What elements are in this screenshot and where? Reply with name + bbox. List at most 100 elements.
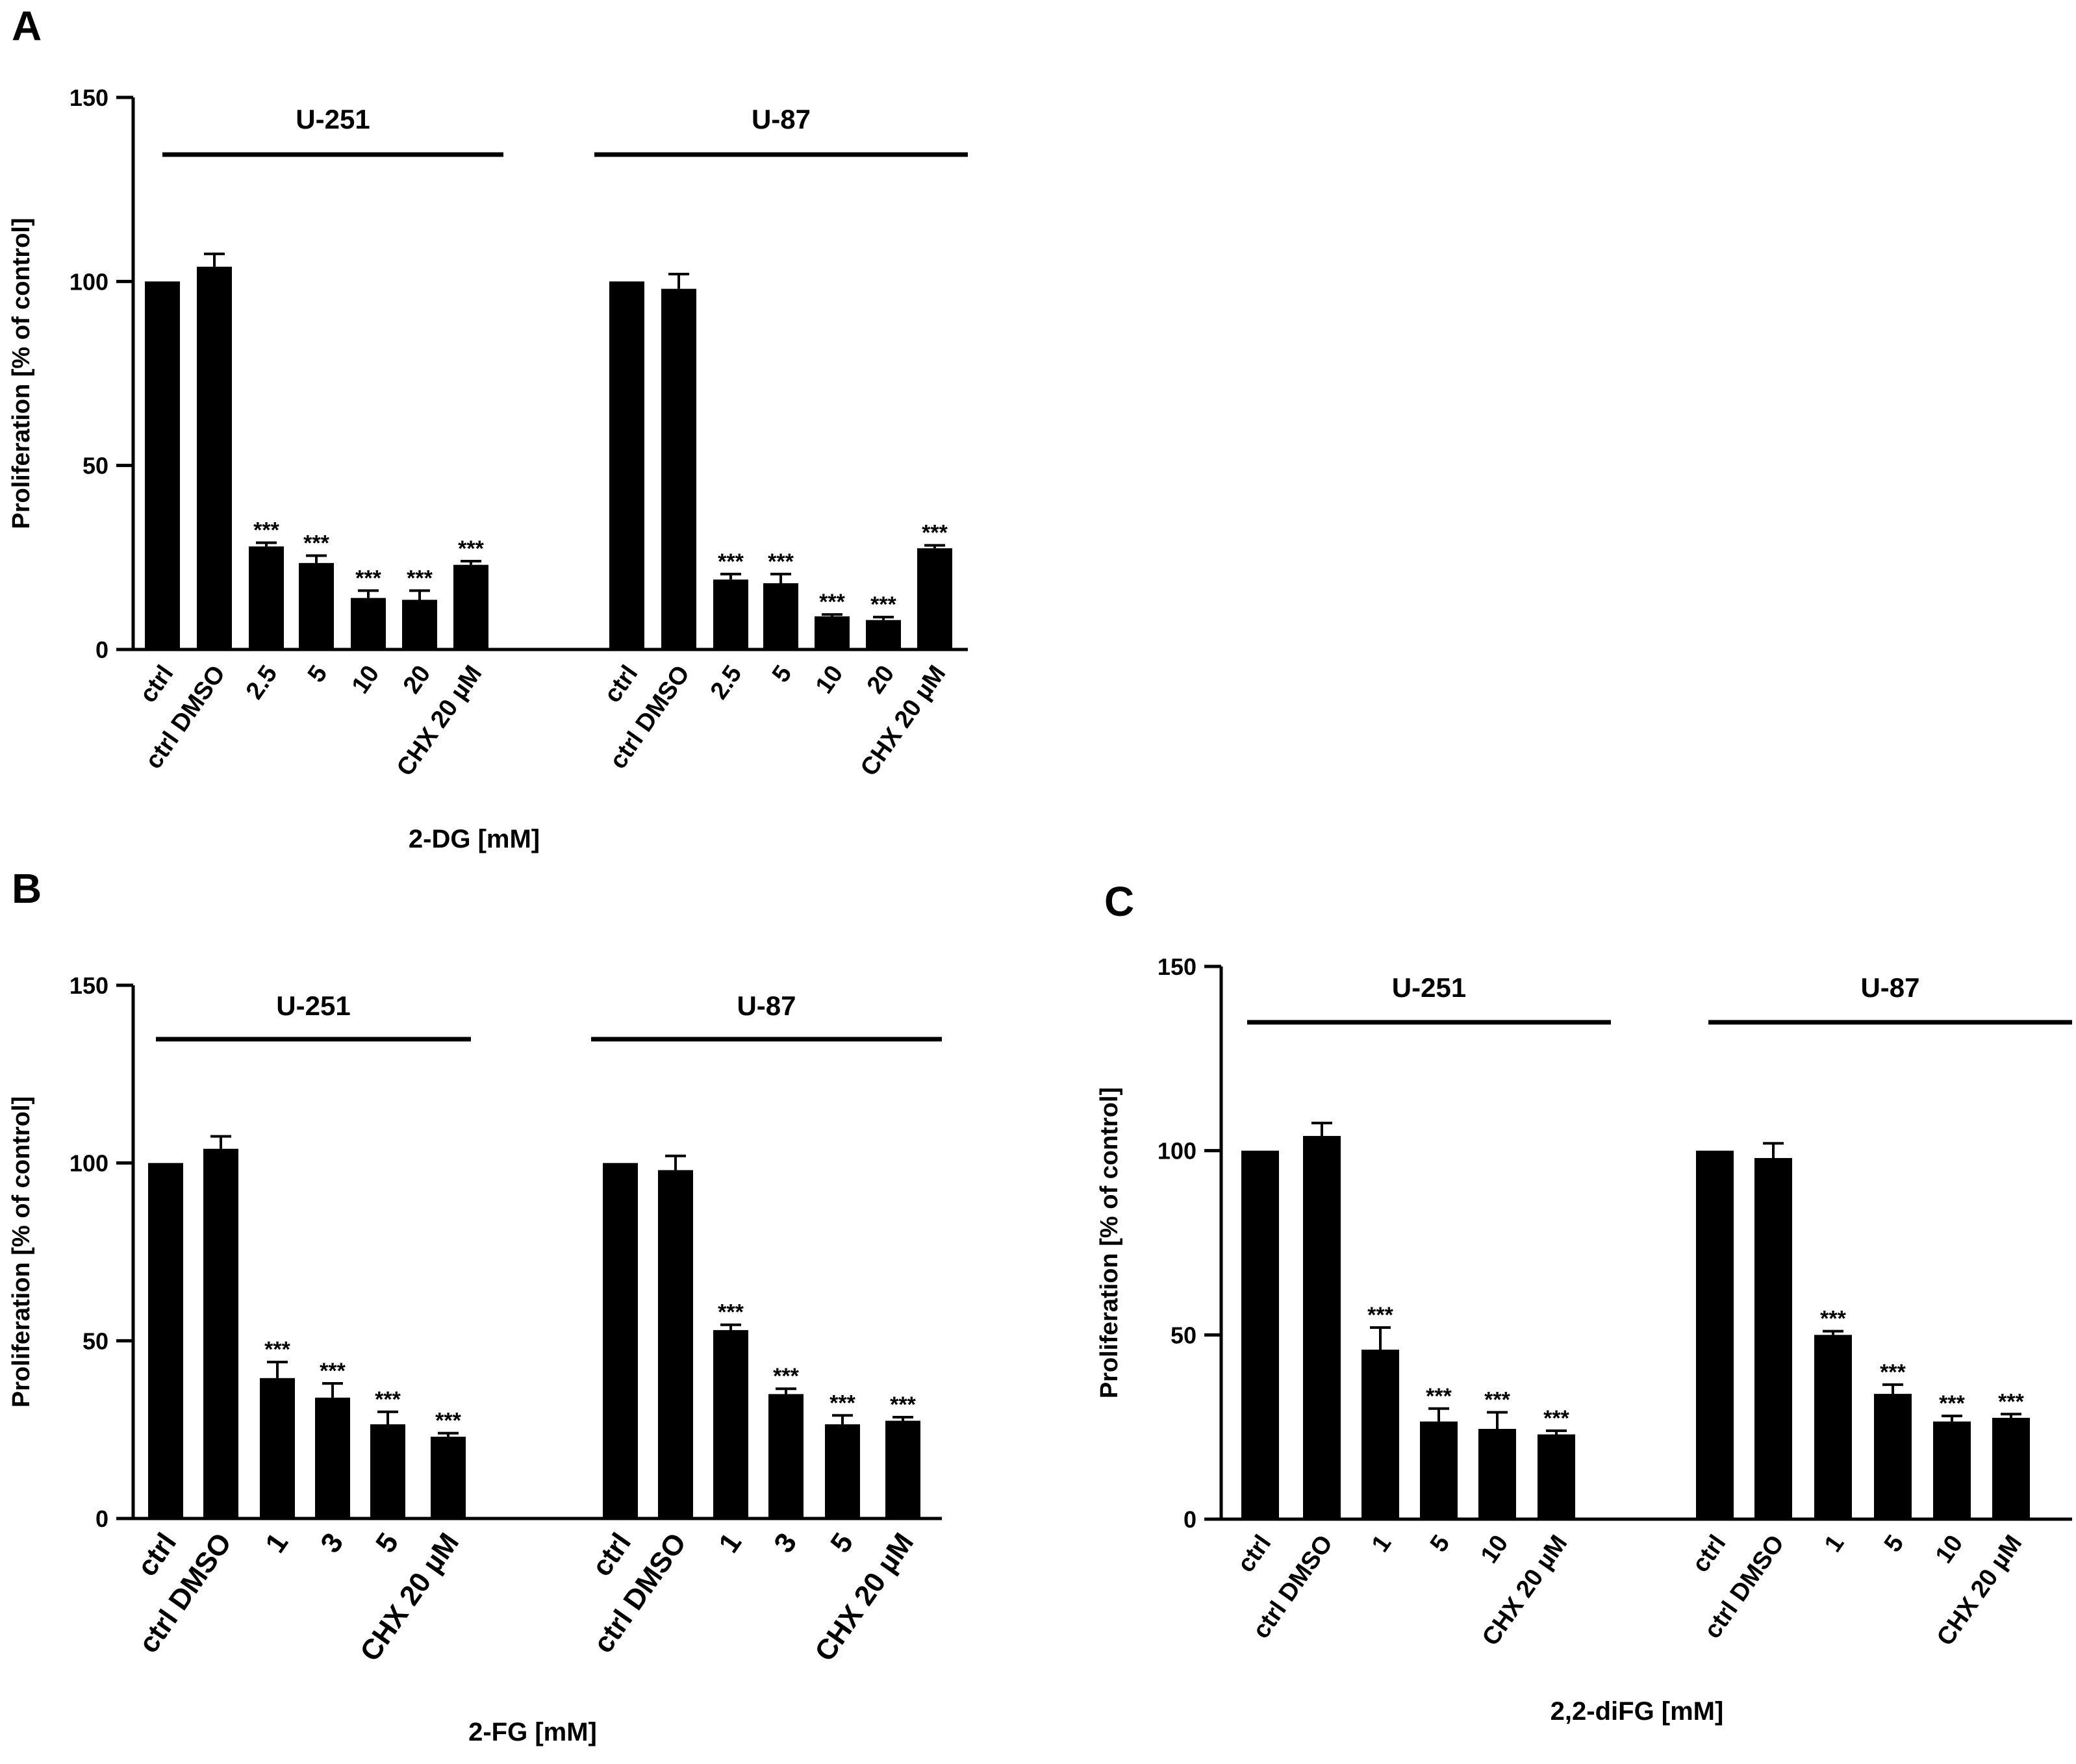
bar xyxy=(453,564,488,649)
category-label: 1 xyxy=(1819,1530,1850,1557)
category-label: ctrl xyxy=(586,1528,637,1582)
category-label: 1 xyxy=(1367,1530,1397,1557)
significance-stars: *** xyxy=(375,1387,401,1412)
bar xyxy=(1478,1429,1516,1519)
bar xyxy=(815,616,850,649)
category-label: 3 xyxy=(768,1528,803,1559)
bar xyxy=(203,1148,238,1518)
bar xyxy=(1754,1158,1792,1519)
significance-stars: *** xyxy=(870,592,896,617)
category-label: 2.5 xyxy=(705,661,748,704)
category-label: 3 xyxy=(314,1528,349,1559)
significance-stars: *** xyxy=(1820,1307,1846,1331)
bar xyxy=(370,1424,405,1518)
y-tick-label: 50 xyxy=(82,453,108,479)
significance-stars: *** xyxy=(922,521,948,546)
category-label: 10 xyxy=(811,661,849,699)
bar xyxy=(1303,1135,1341,1519)
bar xyxy=(431,1437,466,1518)
significance-stars: *** xyxy=(1939,1391,1965,1416)
y-tick-label: 50 xyxy=(1171,1322,1196,1348)
significance-stars: *** xyxy=(355,566,381,590)
category-label: 10 xyxy=(1476,1530,1514,1569)
significance-stars: *** xyxy=(773,1364,799,1389)
significance-stars: *** xyxy=(435,1409,461,1433)
x-axis-label: 2-FG [mM] xyxy=(468,1718,597,1746)
bar xyxy=(1696,1150,1734,1519)
y-axis-label: Proliferation [% of control] xyxy=(8,218,35,529)
category-label: 5 xyxy=(370,1528,405,1559)
significance-stars: *** xyxy=(320,1359,346,1383)
bar xyxy=(661,288,696,650)
bar xyxy=(145,281,180,649)
bar xyxy=(299,562,334,649)
y-tick-label: 150 xyxy=(1158,953,1196,980)
y-tick-label: 100 xyxy=(1158,1138,1196,1165)
significance-stars: *** xyxy=(718,549,744,574)
y-tick-label: 100 xyxy=(70,268,108,295)
significance-stars: *** xyxy=(1543,1406,1569,1431)
category-label: CHX 20 µM xyxy=(809,1528,920,1667)
category-label: 5 xyxy=(824,1528,859,1559)
bar xyxy=(866,620,901,649)
bar xyxy=(768,1394,804,1518)
group-label: U-251 xyxy=(276,990,350,1021)
significance-stars: *** xyxy=(1998,1389,2024,1414)
group-label: U-251 xyxy=(1392,972,1466,1003)
bar xyxy=(1874,1394,1912,1519)
y-tick-label: 0 xyxy=(1184,1506,1196,1533)
bar xyxy=(1933,1421,1971,1519)
y-tick-label: 100 xyxy=(70,1150,108,1177)
significance-stars: *** xyxy=(1426,1384,1452,1409)
category-label: 20 xyxy=(398,661,437,699)
category-label: 10 xyxy=(347,661,385,699)
significance-stars: *** xyxy=(819,590,845,614)
category-label: ctrl xyxy=(1687,1530,1731,1578)
bar xyxy=(658,1170,693,1518)
bar xyxy=(1241,1150,1279,1519)
category-label: 5 xyxy=(1425,1530,1456,1557)
bar xyxy=(148,1163,183,1518)
significance-stars: *** xyxy=(1484,1387,1510,1412)
category-label: 5 xyxy=(1879,1530,1910,1557)
significance-stars: *** xyxy=(1880,1360,1906,1385)
bar xyxy=(603,1163,638,1518)
category-label: CHX 20 µM xyxy=(354,1528,465,1667)
category-label: 5 xyxy=(303,661,333,687)
significance-stars: *** xyxy=(253,518,279,543)
bar xyxy=(315,1397,350,1518)
category-label: ctrl xyxy=(1232,1530,1276,1578)
bar xyxy=(825,1424,860,1518)
category-label: 2.5 xyxy=(241,661,283,704)
panel-letter: B xyxy=(12,865,42,912)
x-axis-label: 2-DG [mM] xyxy=(409,825,540,853)
significance-stars: *** xyxy=(407,566,433,590)
category-label: 1 xyxy=(713,1528,748,1559)
bar xyxy=(885,1420,920,1518)
category-label: 1 xyxy=(259,1528,294,1559)
significance-stars: *** xyxy=(768,549,794,574)
bar xyxy=(1992,1417,2030,1519)
bar xyxy=(1361,1350,1399,1519)
bar xyxy=(249,546,284,649)
bar xyxy=(713,1329,748,1518)
significance-stars: *** xyxy=(890,1392,916,1417)
group-label: U-87 xyxy=(752,104,811,134)
bar xyxy=(713,579,748,649)
panel-letter: A xyxy=(12,3,42,49)
significance-stars: *** xyxy=(1367,1303,1393,1328)
bar xyxy=(1420,1421,1458,1519)
y-axis-label: Proliferation [% of control] xyxy=(8,1096,35,1407)
bar xyxy=(260,1378,295,1518)
group-label: U-87 xyxy=(737,990,796,1021)
bar xyxy=(1538,1434,1575,1519)
y-tick-label: 0 xyxy=(95,1506,108,1532)
y-tick-label: 0 xyxy=(95,636,108,663)
y-tick-label: 50 xyxy=(82,1328,108,1354)
significance-stars: *** xyxy=(303,531,329,556)
y-tick-label: 150 xyxy=(70,972,108,999)
bar xyxy=(609,281,644,649)
y-axis-label: Proliferation [% of control] xyxy=(1096,1087,1123,1398)
panel-letter: C xyxy=(1104,878,1134,925)
